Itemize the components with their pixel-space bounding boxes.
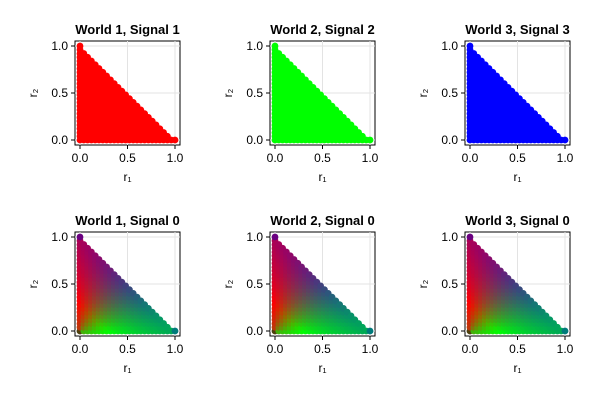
- data-point: [76, 233, 84, 241]
- y-axis-label: r₂: [26, 88, 40, 97]
- data-point: [171, 136, 179, 144]
- subplot-2: 0.0 0.5 1.0 0.0 0.5 1.0 World 2, Signal 2 r₁ r₂: [221, 22, 379, 184]
- data-point: [561, 327, 569, 335]
- subplot-1: 0.0 0.5 1.0 0.0 0.5 1.0 World 1, Signal 1 r₁ r₂: [26, 22, 184, 184]
- y-tick-label: 0.5: [441, 86, 458, 100]
- data-point: [466, 233, 474, 241]
- y-tick-label: 1.0: [51, 39, 68, 53]
- subplot-title: World 1, Signal 1: [75, 22, 180, 37]
- x-tick-label: 0.0: [72, 151, 89, 165]
- y-tick-label: 0.0: [246, 133, 263, 147]
- subplot-5: 0.0 0.5 1.0 0.0 0.5 1.0 World 2, Signal 0 r₁ r₂: [221, 213, 379, 375]
- x-tick-label: 0.5: [119, 151, 136, 165]
- y-axis-label: r₂: [26, 279, 40, 288]
- x-tick-label: 0.0: [267, 151, 284, 165]
- x-tick-label: 1.0: [167, 151, 184, 165]
- x-tick-label: 1.0: [362, 151, 379, 165]
- subplot-4: 0.0 0.5 1.0 0.0 0.5 1.0 World 1, Signal 0 r₁ r₂: [26, 213, 184, 375]
- x-tick-label: 0.0: [462, 151, 479, 165]
- y-tick-label: 0.0: [51, 324, 68, 338]
- data-point: [366, 136, 374, 144]
- y-tick-label: 1.0: [441, 39, 458, 53]
- data-point: [271, 42, 279, 50]
- y-tick-label: 1.0: [51, 230, 68, 244]
- x-tick-label: 0.5: [509, 342, 526, 356]
- data-point: [171, 327, 179, 335]
- x-tick-label: 0.0: [72, 342, 89, 356]
- x-tick-label: 0.0: [462, 342, 479, 356]
- subplot-3: 0.0 0.5 1.0 0.0 0.5 1.0 World 3, Signal 3 r₁ r₂: [416, 22, 574, 184]
- y-tick-label: 0.5: [246, 86, 263, 100]
- data-point: [366, 327, 374, 335]
- x-axis-label: r₁: [513, 361, 521, 375]
- subplot-6: 0.0 0.5 1.0 0.0 0.5 1.0 World 3, Signal 0 r₁ r₂: [416, 213, 574, 375]
- y-tick-label: 0.5: [441, 277, 458, 291]
- x-tick-label: 1.0: [167, 342, 184, 356]
- subplot-title: World 2, Signal 0: [270, 213, 375, 228]
- x-tick-label: 1.0: [557, 151, 574, 165]
- y-axis-label: r₂: [416, 88, 430, 97]
- y-tick-label: 0.5: [51, 86, 68, 100]
- subplot-title: World 3, Signal 3: [465, 22, 570, 37]
- data-point: [76, 42, 84, 50]
- data-point: [466, 42, 474, 50]
- data-point: [561, 136, 569, 144]
- subplot-title: World 2, Signal 2: [270, 22, 375, 37]
- y-axis-label: r₂: [416, 279, 430, 288]
- y-tick-label: 0.0: [441, 324, 458, 338]
- data-point: [271, 233, 279, 241]
- x-axis-label: r₁: [123, 170, 131, 184]
- x-tick-label: 0.5: [314, 151, 331, 165]
- y-tick-label: 0.5: [246, 277, 263, 291]
- x-tick-label: 0.5: [509, 151, 526, 165]
- x-tick-label: 1.0: [362, 342, 379, 356]
- y-axis-label: r₂: [221, 279, 235, 288]
- y-tick-label: 1.0: [246, 39, 263, 53]
- x-tick-label: 0.0: [267, 342, 284, 356]
- x-tick-label: 0.5: [314, 342, 331, 356]
- subplot-title: World 1, Signal 0: [75, 213, 180, 228]
- x-axis-label: r₁: [513, 170, 521, 184]
- y-tick-label: 1.0: [246, 230, 263, 244]
- y-tick-label: 0.0: [51, 133, 68, 147]
- x-tick-label: 1.0: [557, 342, 574, 356]
- subplot-title: World 3, Signal 0: [465, 213, 570, 228]
- x-tick-label: 0.5: [119, 342, 136, 356]
- y-axis-label: r₂: [221, 88, 235, 97]
- y-tick-label: 0.5: [51, 277, 68, 291]
- y-tick-label: 0.0: [441, 133, 458, 147]
- y-tick-label: 0.0: [246, 324, 263, 338]
- x-axis-label: r₁: [123, 361, 131, 375]
- x-axis-label: r₁: [318, 170, 326, 184]
- x-axis-label: r₁: [318, 361, 326, 375]
- y-tick-label: 1.0: [441, 230, 458, 244]
